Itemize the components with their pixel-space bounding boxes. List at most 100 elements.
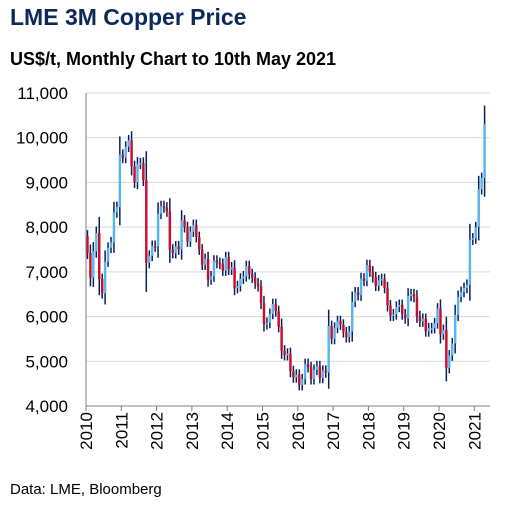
candle	[292, 365, 295, 383]
candle	[368, 259, 372, 277]
candle-body-down	[412, 294, 416, 297]
candle-body-up	[124, 146, 127, 158]
candle-body-down	[183, 220, 186, 228]
candle	[442, 324, 445, 340]
candle	[377, 274, 380, 292]
candle-body-up	[474, 227, 478, 239]
candle-body-up	[483, 124, 486, 178]
candle	[474, 221, 478, 244]
chart-title: LME 3M Copper Price	[10, 4, 247, 30]
candle	[218, 257, 222, 270]
candle-body-up	[453, 314, 457, 344]
candle	[286, 348, 289, 361]
candle-body-up	[315, 366, 319, 370]
candle-body-down	[274, 304, 277, 312]
candle	[198, 231, 201, 255]
candle-body-down	[330, 325, 333, 339]
candle-body-up	[333, 327, 336, 339]
candle	[100, 273, 104, 299]
candle	[159, 200, 163, 220]
candle-body-down	[345, 332, 348, 338]
candle-body-up	[392, 314, 395, 316]
candle-body-up	[350, 301, 354, 332]
candle-body-down	[445, 329, 448, 368]
x-tick-label: 2016	[289, 412, 308, 450]
candle-body-up	[477, 189, 480, 228]
candle	[200, 244, 204, 271]
candle	[253, 272, 257, 289]
candle	[86, 230, 89, 260]
candle	[106, 242, 110, 267]
candle-body-down	[253, 277, 257, 284]
candle	[359, 272, 363, 301]
candle-body-up	[336, 321, 339, 328]
candle-body-down	[418, 316, 422, 322]
candle	[183, 215, 186, 233]
candle-body-up	[436, 308, 439, 324]
candle-body-up	[300, 379, 304, 385]
candle	[121, 149, 125, 164]
candle	[424, 313, 427, 337]
candle	[445, 316, 448, 382]
candle	[459, 286, 463, 303]
candle-body-up	[112, 212, 116, 243]
candle-body-down	[200, 249, 204, 265]
candle	[427, 322, 430, 337]
candle	[209, 270, 213, 285]
y-tick-label: 11,000	[17, 84, 68, 103]
candle-body-up	[230, 267, 233, 270]
y-tick-label: 9,000	[25, 173, 68, 192]
x-tick-label: 2021	[465, 412, 484, 450]
candle-body-up	[430, 328, 433, 330]
candle	[477, 175, 480, 241]
candle	[118, 136, 122, 226]
candle	[342, 319, 345, 338]
candle	[362, 273, 366, 287]
x-axis: 2010 2011 2012 2013 2014 2015 2016 2017 2018 2019…	[77, 93, 490, 450]
candle-body-down	[262, 303, 266, 325]
candle	[156, 202, 160, 258]
y-tick-label: 5,000	[25, 352, 68, 371]
candle-body-down	[98, 232, 101, 280]
candle-body-down	[339, 321, 342, 325]
candle-body-up	[456, 296, 460, 315]
candle-body-down	[439, 308, 442, 335]
candle-body-down	[309, 367, 313, 380]
candle-body-up	[265, 322, 269, 325]
candle	[115, 201, 119, 218]
x-tick-label: 2015	[254, 412, 273, 450]
candle	[245, 260, 248, 282]
candle	[168, 198, 172, 263]
candle	[418, 310, 422, 327]
candle-body-down	[362, 278, 366, 281]
candle-body-up	[148, 255, 151, 263]
y-tick-label: 6,000	[25, 308, 68, 327]
candle-body-down	[289, 353, 292, 372]
candle	[268, 308, 272, 329]
candle-body-up	[245, 266, 248, 277]
candle-body-up	[427, 328, 430, 332]
candle	[289, 347, 292, 378]
candle-body-down	[383, 279, 386, 288]
candle-body-up	[442, 329, 445, 335]
candle-body-up	[353, 292, 357, 302]
candle	[298, 369, 301, 391]
candle	[345, 326, 348, 343]
candle	[109, 236, 113, 254]
candle-body-up	[192, 224, 195, 232]
candle-body-up	[242, 276, 245, 279]
candle	[406, 288, 410, 327]
candle	[398, 299, 401, 313]
candle	[145, 151, 148, 292]
candle-body-down	[374, 277, 377, 286]
candle	[230, 262, 233, 275]
candle-body-up	[312, 369, 316, 380]
candle-body-up	[448, 355, 451, 368]
candle	[259, 280, 263, 310]
candle	[468, 223, 472, 301]
candle	[136, 157, 139, 190]
candlestick-series	[86, 105, 486, 391]
candle-body-up	[95, 232, 98, 252]
candle-body-down	[277, 311, 280, 327]
candle-body-up	[286, 353, 289, 356]
